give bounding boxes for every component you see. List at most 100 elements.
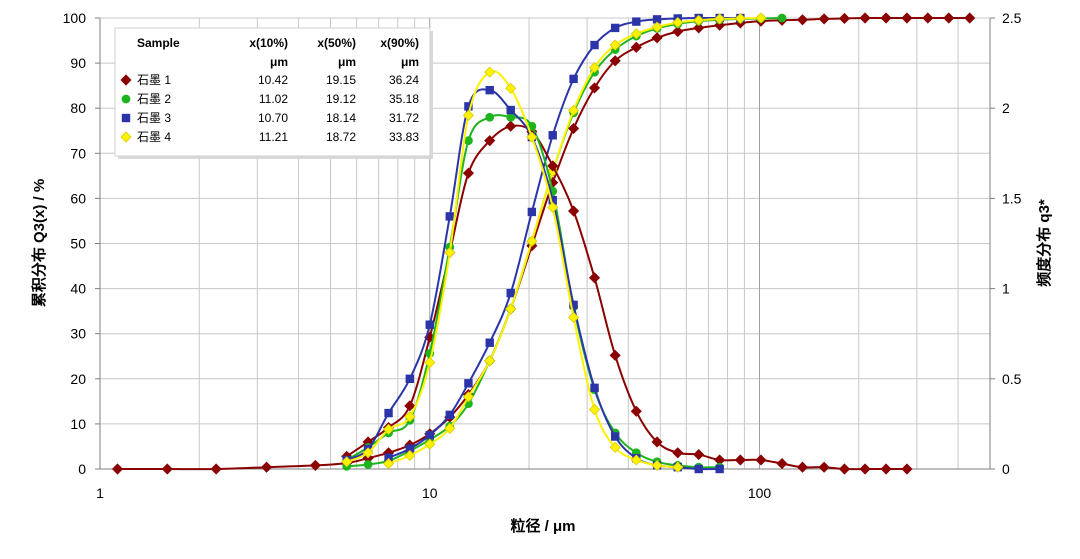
series-5	[341, 120, 913, 475]
data-point	[505, 303, 517, 315]
data-point	[526, 235, 538, 247]
data-point	[464, 379, 473, 388]
series-layer	[111, 12, 976, 475]
data-point	[590, 40, 599, 50]
x-tick-label: 1	[96, 485, 104, 501]
data-point	[484, 66, 496, 78]
data-point	[630, 454, 642, 466]
data-point	[590, 383, 599, 393]
legend-header: x(90%)	[380, 36, 419, 50]
data-point	[425, 430, 434, 440]
legend-sample-name: 石墨 2	[137, 92, 171, 106]
data-point	[922, 12, 934, 24]
data-point	[505, 120, 517, 132]
legend-sample-name: 石墨 3	[137, 111, 171, 125]
legend-table: Sample x(10%) x(50%) x(90%) μm μm μm 石墨 1 10.42 1…	[114, 27, 433, 159]
data-point	[505, 82, 517, 94]
y-tick-label: 80	[70, 100, 86, 116]
data-point	[610, 23, 620, 33]
data-point	[714, 13, 726, 25]
data-point	[818, 461, 830, 473]
data-point	[859, 12, 871, 24]
legend-header: x(10%)	[249, 36, 288, 50]
data-point	[610, 432, 620, 441]
data-point	[506, 288, 515, 298]
data-point	[715, 464, 724, 474]
data-point	[527, 207, 537, 217]
legend-value: 36.24	[389, 73, 419, 87]
tick-labels: 0 10 20 30 40 50 60 70 80 90 100 0 0.5 1 1.5 2 2.5 1 10 100	[63, 10, 1022, 501]
data-point	[693, 14, 705, 26]
data-point	[588, 82, 601, 94]
data-point	[609, 39, 621, 51]
data-point	[404, 449, 416, 462]
data-point	[755, 454, 767, 466]
data-point	[404, 411, 416, 423]
y-tick-label: 90	[70, 55, 86, 71]
legend-marker	[120, 74, 132, 86]
data-point	[964, 12, 976, 24]
x-tick-label: 100	[748, 485, 772, 501]
data-point	[776, 458, 788, 470]
data-point	[506, 105, 515, 115]
data-point	[485, 112, 495, 122]
series-6	[342, 112, 725, 472]
data-point	[424, 356, 436, 369]
data-point	[548, 131, 557, 140]
y-tick-label: 50	[70, 236, 86, 252]
data-point	[569, 74, 578, 84]
data-point	[568, 104, 580, 117]
data-point	[547, 160, 559, 172]
data-point	[777, 13, 787, 23]
data-point	[384, 408, 393, 418]
y-tick-label: 10	[70, 416, 86, 432]
data-point	[630, 28, 642, 40]
y2-tick-label: 2.5	[1002, 10, 1022, 26]
y2-tick-label: 0	[1002, 461, 1010, 477]
data-point	[445, 410, 454, 420]
data-point	[672, 16, 684, 29]
data-point	[382, 423, 395, 435]
legend-value: 10.42	[258, 73, 288, 87]
data-point	[609, 55, 621, 67]
data-point	[588, 272, 601, 284]
y-tick-label: 30	[70, 326, 86, 342]
data-point	[734, 454, 746, 466]
series-line	[388, 17, 761, 465]
y2-axis-title: 频度分布 q3*	[1035, 199, 1053, 287]
data-point	[444, 246, 456, 259]
data-point	[880, 12, 892, 24]
data-point	[506, 112, 516, 122]
data-point	[485, 85, 494, 95]
data-point	[796, 14, 809, 26]
y-tick-label: 0	[78, 461, 86, 477]
data-point	[341, 456, 353, 468]
data-point	[568, 205, 580, 217]
legend-unit: μm	[270, 55, 288, 69]
data-point	[651, 21, 663, 33]
data-point	[901, 12, 913, 24]
data-point	[734, 12, 746, 25]
data-point	[672, 461, 684, 473]
y-tick-label: 100	[63, 10, 87, 26]
legend-marker	[121, 94, 131, 104]
y2-tick-label: 0.5	[1002, 371, 1022, 387]
data-point	[362, 447, 374, 459]
data-point	[880, 463, 892, 475]
data-point	[382, 458, 395, 470]
data-point	[526, 131, 538, 143]
data-point	[609, 349, 621, 361]
data-point	[462, 391, 474, 403]
legend-sample-name: 石墨 4	[137, 130, 171, 144]
data-point	[818, 13, 830, 25]
data-point	[609, 441, 621, 453]
y-tick-label: 20	[70, 371, 86, 387]
data-point	[694, 464, 703, 474]
series-3	[384, 13, 745, 462]
legend-value: 10.70	[258, 111, 288, 125]
legend-value: 18.14	[326, 111, 356, 125]
data-point	[111, 463, 124, 475]
series-line	[388, 16, 741, 459]
data-point	[693, 22, 705, 34]
